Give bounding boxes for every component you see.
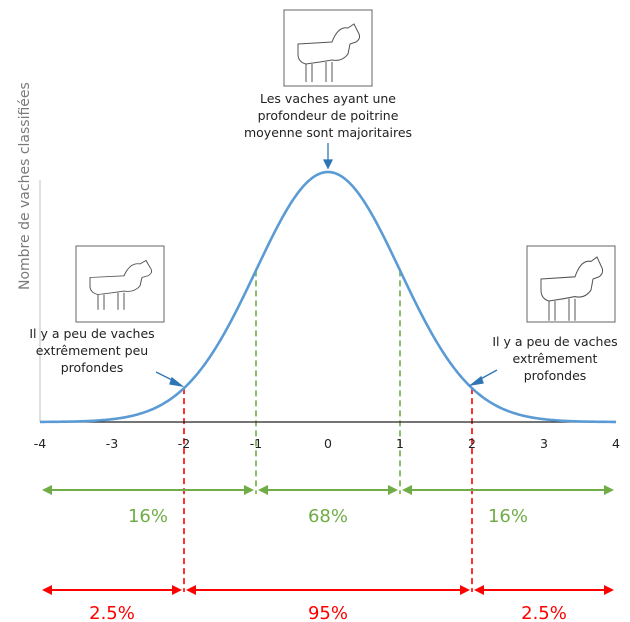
x-tick-label-1: 1 <box>396 436 404 451</box>
red-interval-arrowhead-right-2 <box>604 585 614 595</box>
x-tick-label-4: 4 <box>612 436 620 451</box>
green-interval-label-0: 16% <box>128 506 168 527</box>
red-interval-arrowhead-right-1 <box>460 585 470 595</box>
green-interval-arrowhead-right-1 <box>388 485 398 495</box>
y-axis-label: Nombre de vaches classifiées <box>17 82 33 290</box>
annotation-average: Les vaches ayant une profondeur de poitr… <box>243 91 413 140</box>
x-tick-label-3: 3 <box>540 436 548 451</box>
red-interval-arrowhead-right-0 <box>172 585 182 595</box>
green-interval-arrowhead-left-2 <box>402 485 412 495</box>
red-interval-arrowhead-left-0 <box>42 585 52 595</box>
cow-shallow-chest-drawing <box>75 245 165 323</box>
distribution-curve <box>39 170 617 424</box>
x-tick-label-neg3: -3 <box>106 436 118 451</box>
red-interval-label-0: 2.5% <box>89 603 135 622</box>
red-interval-arrowhead-left-2 <box>474 585 484 595</box>
cow-average-chest-drawing <box>283 9 373 87</box>
green-interval-arrowhead-right-0 <box>244 485 254 495</box>
green-interval-label-1: 68% <box>308 506 348 527</box>
x-tick-label-neg2: -2 <box>178 436 190 451</box>
red-interval-arrowhead-left-1 <box>186 585 196 595</box>
x-tick-label-neg1: -1 <box>250 436 262 451</box>
x-tick-label-0: 0 <box>324 436 332 451</box>
annotation-shallow: Il y a peu de vaches extrêmement peu pro… <box>29 326 155 375</box>
x-tick-label-2: 2 <box>468 436 476 451</box>
x-tick-label-neg4: -4 <box>34 436 47 451</box>
green-interval-arrowhead-left-0 <box>42 485 52 495</box>
green-interval-arrowhead-right-2 <box>604 485 614 495</box>
red-interval-label-1: 95% <box>308 603 348 622</box>
red-interval-label-2: 2.5% <box>521 603 567 622</box>
annotation-deep: Il y a peu de vaches extrêmement profond… <box>492 334 618 383</box>
cow-deep-chest-drawing <box>526 245 616 323</box>
green-interval-label-2: 16% <box>488 506 528 527</box>
green-interval-arrowhead-left-1 <box>258 485 268 495</box>
